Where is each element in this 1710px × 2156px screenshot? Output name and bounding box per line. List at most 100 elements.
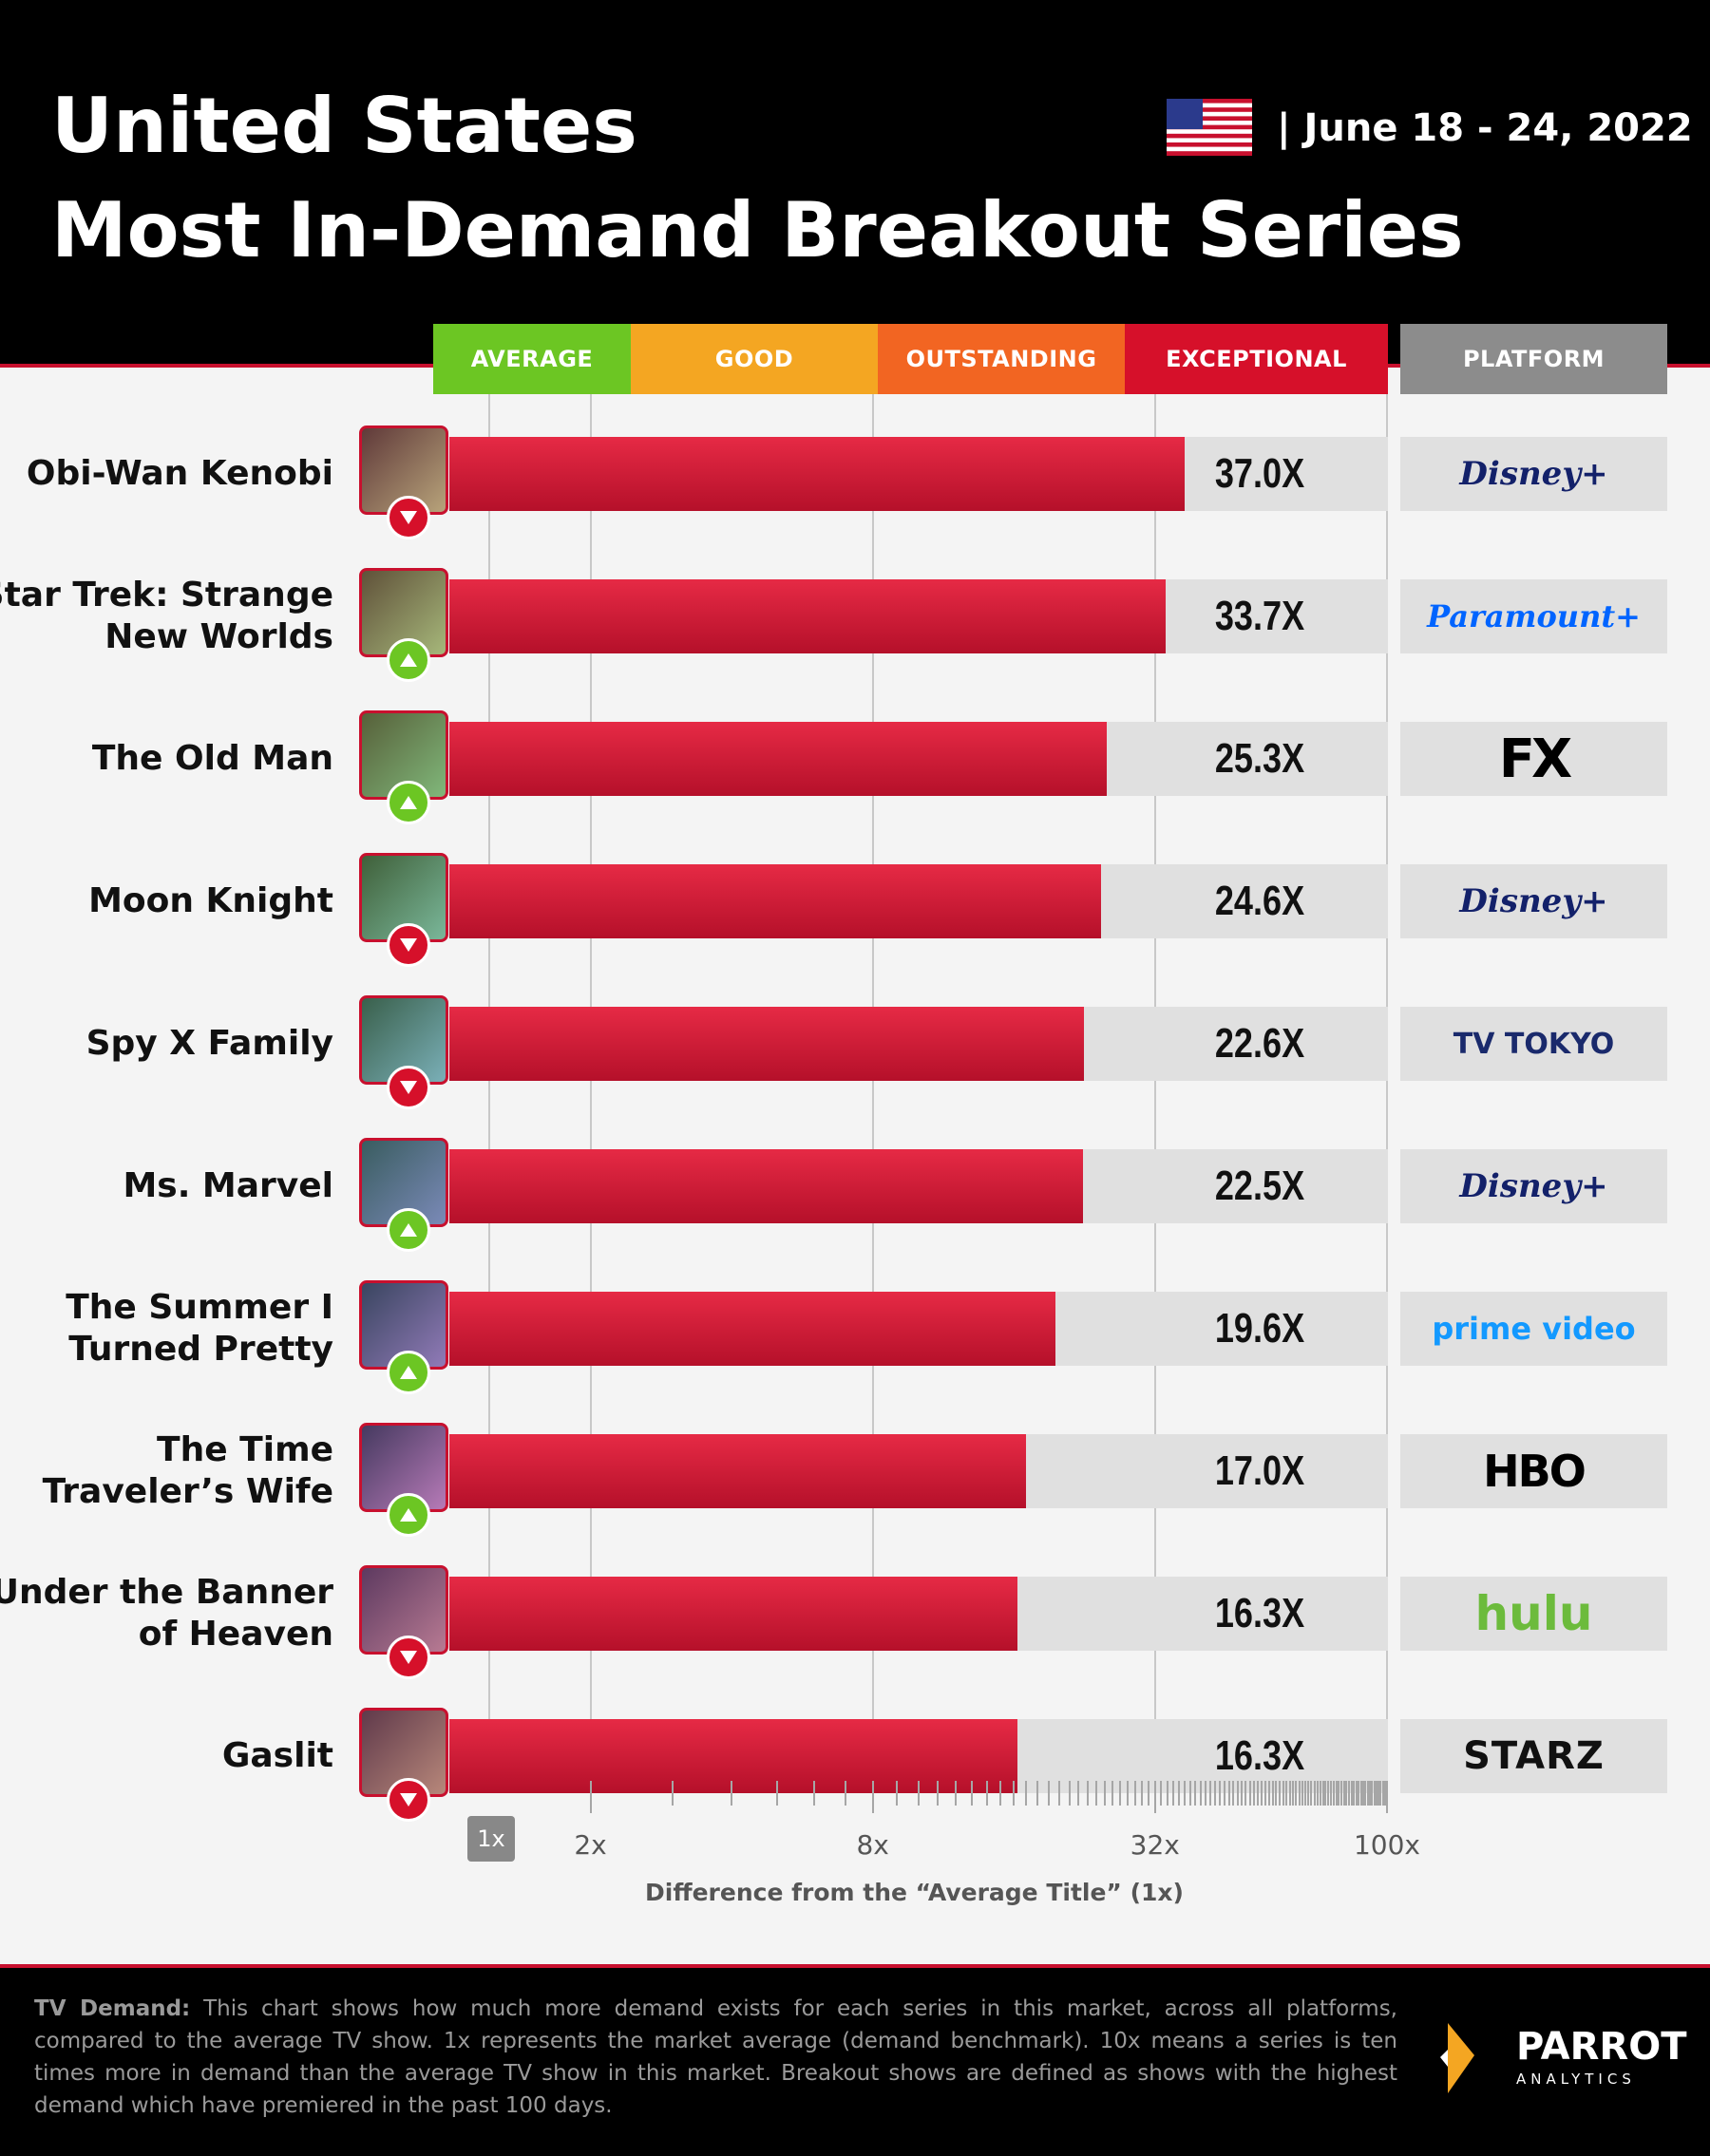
trend-up-icon (387, 1208, 430, 1252)
axis-tick (1304, 1781, 1307, 1806)
axis-tick (1166, 1781, 1168, 1806)
axis-tick (1381, 1781, 1384, 1806)
axis-tick (1025, 1781, 1028, 1806)
axis-tick (1319, 1781, 1321, 1806)
platform-cell: HBO (1400, 1434, 1667, 1508)
series-title-line: Ms. Marvel (123, 1166, 333, 1205)
data-label: 17.0X (1214, 1447, 1305, 1494)
axis-tick (1275, 1781, 1278, 1806)
x-tick-label: 32x (1130, 1829, 1180, 1861)
axis-tick (999, 1781, 1002, 1806)
axis-tick (1371, 1781, 1374, 1806)
trend-up-icon (387, 781, 430, 824)
platform-logo: Disney+ (1459, 455, 1608, 493)
trend-down-icon (387, 1778, 430, 1822)
axis-tick (1310, 1781, 1313, 1806)
axis-tick (1307, 1781, 1310, 1806)
bar (449, 864, 1102, 938)
page-subtitle: Most In-Demand Breakout Series (51, 186, 1464, 274)
series-poster (359, 1138, 448, 1227)
x-tick-label: 1x (467, 1816, 515, 1862)
gridline (589, 394, 592, 1781)
gridline (1386, 394, 1388, 1781)
axis-tick (1288, 1781, 1291, 1806)
axis-tick (1295, 1781, 1298, 1806)
series-title-line: Spy X Family (86, 1024, 333, 1063)
trend-up-icon (387, 1493, 430, 1537)
axis-tick (1282, 1781, 1284, 1806)
trend-down-icon (387, 496, 430, 539)
header-band: United States Most In-Demand Breakout Se… (0, 0, 1710, 368)
data-label: 22.6X (1214, 1020, 1305, 1067)
bar (449, 722, 1108, 796)
axis-tick (1358, 1781, 1360, 1806)
axis-tick (895, 1781, 898, 1806)
axis-tick (917, 1781, 920, 1806)
axis-tick (1232, 1781, 1235, 1806)
bar (449, 1007, 1085, 1081)
x-axis-title: Difference from the “Average Title” (1x) (645, 1879, 1184, 1906)
data-label: 24.6X (1214, 878, 1305, 924)
platform-logo: Paramount+ (1427, 598, 1641, 634)
series-title: The Time Traveler’s Wife (43, 1429, 333, 1513)
axis-tick (1298, 1781, 1301, 1806)
axis-tick (1095, 1781, 1098, 1806)
series-title: Moon Knight (88, 880, 333, 922)
parrot-logo-icon (1440, 2023, 1474, 2093)
footnote-text: This chart shows how much more demand ex… (34, 1996, 1397, 2118)
platform-cell: Disney+ (1400, 437, 1667, 511)
axis-tick (1178, 1781, 1181, 1806)
tier-outstanding: OUTSTANDING (878, 324, 1125, 394)
platform-logo: prime video (1432, 1311, 1636, 1347)
series-title: Obi-Wan Kenobi (27, 453, 333, 495)
axis-tick (1214, 1781, 1217, 1806)
data-label: 25.3X (1214, 735, 1305, 782)
axis-tick (1340, 1781, 1343, 1806)
axis-tick (985, 1781, 988, 1806)
series-title-line: of Heaven (138, 1615, 333, 1654)
data-label: 16.3X (1214, 1590, 1305, 1636)
axis-tick (1278, 1781, 1281, 1806)
axis-tick (589, 1781, 592, 1813)
series-title: Under the Banner of Heaven (0, 1572, 333, 1655)
axis-tick (813, 1781, 816, 1806)
axis-tick (1252, 1781, 1255, 1806)
axis-tick (1199, 1781, 1202, 1806)
axis-tick (1048, 1781, 1051, 1806)
axis-tick (1264, 1781, 1266, 1806)
series-title-line: The Old Man (91, 739, 333, 778)
x-tick-label: 2x (574, 1829, 607, 1861)
platform-logo: hulu (1474, 1586, 1593, 1641)
axis-tick (1013, 1781, 1016, 1806)
series-title-line: The Summer I (66, 1288, 333, 1327)
gridline (871, 394, 874, 1781)
gridline (1153, 394, 1156, 1781)
axis-tick (1335, 1781, 1338, 1806)
axis-tick (1209, 1781, 1212, 1806)
gridline (488, 394, 490, 1781)
axis-tick (1285, 1781, 1288, 1806)
axis-tick (1204, 1781, 1206, 1806)
axis-tick (1359, 1781, 1362, 1806)
data-label: 19.6X (1214, 1305, 1305, 1352)
axis-tick (1271, 1781, 1274, 1806)
axis-tick (1244, 1781, 1247, 1806)
platform-cell: Disney+ (1400, 864, 1667, 938)
axis-tick (1386, 1781, 1388, 1813)
platform-cell: prime video (1400, 1292, 1667, 1366)
axis-tick (1103, 1781, 1106, 1806)
footnote-label: TV Demand: (34, 1996, 191, 2021)
axis-tick (936, 1781, 939, 1806)
series-title-line: Traveler’s Wife (42, 1472, 333, 1511)
axis-tick (871, 1781, 874, 1813)
series-title: Ms. Marvel (123, 1165, 333, 1207)
series-title-line: Obi-Wan Kenobi (26, 454, 333, 493)
tier-good: GOOD (631, 324, 878, 394)
series-title-line: Under the Banner (0, 1573, 333, 1612)
axis-tick (845, 1781, 847, 1806)
platform-cell: Paramount+ (1400, 579, 1667, 653)
axis-tick (1241, 1781, 1244, 1806)
platform-cell: Disney+ (1400, 1149, 1667, 1223)
series-title-line: Moon Knight (88, 881, 333, 920)
bar (449, 437, 1185, 511)
